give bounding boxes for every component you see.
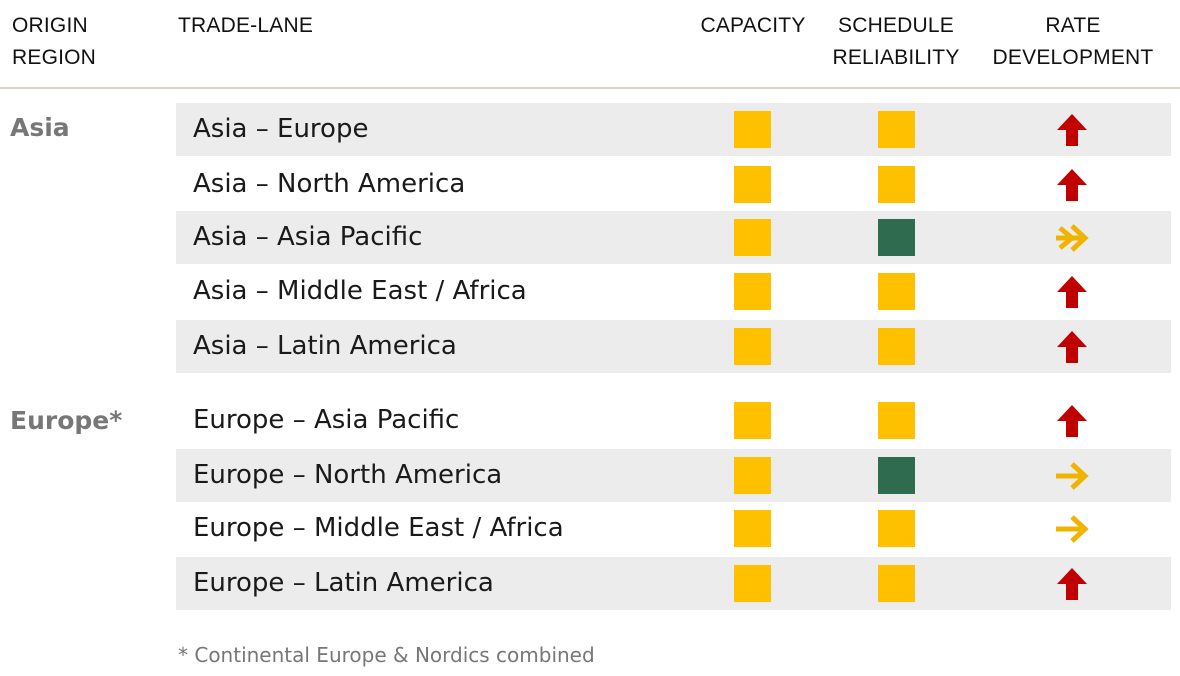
table-row: Europe – Middle East / Africa xyxy=(176,502,1171,555)
region-label-europe: Europe* xyxy=(10,406,123,435)
table-row: Europe – Asia Pacific xyxy=(176,394,1171,447)
schedule-reliability-status-indicator xyxy=(878,111,915,148)
schedule-reliability-status-indicator xyxy=(878,328,915,365)
trade-lane-name: Asia – Europe xyxy=(193,114,369,144)
capacity-status-indicator xyxy=(734,457,771,494)
trade-lane-name: Europe – Latin America xyxy=(193,568,494,598)
capacity-status-indicator xyxy=(734,565,771,602)
header-trade-lane: TRADE-LANE xyxy=(178,10,313,42)
up-red-arrow-icon xyxy=(1057,405,1087,437)
trade-lane-name: Europe – Asia Pacific xyxy=(193,405,460,435)
schedule-reliability-status-indicator xyxy=(878,219,915,256)
capacity-status-indicator xyxy=(734,510,771,547)
right-amber-arrow-icon xyxy=(1056,224,1089,252)
up-red-arrow-icon xyxy=(1057,169,1087,201)
header-trade-lane-text: TRADE-LANE xyxy=(178,14,314,37)
capacity-status-indicator xyxy=(734,166,771,203)
capacity-status-indicator xyxy=(734,273,771,310)
table-row: Asia – Asia Pacific xyxy=(176,211,1171,264)
schedule-reliability-status-indicator xyxy=(878,510,915,547)
trade-lane-name: Asia – Latin America xyxy=(193,331,457,361)
header-rate-development: RATE DEVELOPMENT xyxy=(978,10,1168,74)
trade-lane-name: Europe – North America xyxy=(193,460,503,490)
header-schedule-reliability-line-2: RELIABILITY xyxy=(832,46,960,69)
header-rate-development-line-1: RATE xyxy=(1045,14,1101,37)
schedule-reliability-status-indicator xyxy=(878,457,915,494)
table-row: Europe – Latin America xyxy=(176,557,1171,610)
capacity-status-indicator xyxy=(734,111,771,148)
table-row: Asia – Europe xyxy=(176,103,1171,156)
header-capacity-text: CAPACITY xyxy=(700,14,806,37)
capacity-status-indicator xyxy=(734,402,771,439)
header-origin-region: ORIGIN REGION xyxy=(12,10,96,74)
table-row: Europe – North America xyxy=(176,449,1171,502)
schedule-reliability-status-indicator xyxy=(878,565,915,602)
trade-lane-name: Asia – Asia Pacific xyxy=(193,222,423,252)
schedule-reliability-status-indicator xyxy=(878,273,915,310)
header-divider xyxy=(0,87,1180,89)
region-label-asia: Asia xyxy=(10,113,70,142)
table-row: Asia – North America xyxy=(176,158,1171,211)
up-red-arrow-icon xyxy=(1057,568,1087,600)
header-origin-region-line-1: ORIGIN xyxy=(12,14,88,37)
trade-lane-name: Asia – North America xyxy=(193,169,466,199)
header-capacity: CAPACITY xyxy=(692,10,814,42)
trade-lane-name: Europe – Middle East / Africa xyxy=(193,513,564,543)
schedule-reliability-status-indicator xyxy=(878,166,915,203)
up-red-arrow-icon xyxy=(1057,331,1087,363)
right-amber-arrow-icon xyxy=(1056,462,1089,490)
header-schedule-reliability: SCHEDULE RELIABILITY xyxy=(822,10,970,74)
capacity-status-indicator xyxy=(734,219,771,256)
schedule-reliability-status-indicator xyxy=(878,402,915,439)
trade-lane-name: Asia – Middle East / Africa xyxy=(193,276,527,306)
table-row: Asia – Middle East / Africa xyxy=(176,265,1171,318)
up-red-arrow-icon xyxy=(1057,114,1087,146)
header-origin-region-line-2: REGION xyxy=(12,46,97,69)
capacity-status-indicator xyxy=(734,328,771,365)
header-rate-development-line-2: DEVELOPMENT xyxy=(992,46,1154,69)
right-amber-arrow-icon xyxy=(1056,515,1089,543)
footnote: * Continental Europe & Nordics combined xyxy=(178,643,595,667)
table-row: Asia – Latin America xyxy=(176,320,1171,373)
header-schedule-reliability-line-1: SCHEDULE xyxy=(838,14,954,37)
up-red-arrow-icon xyxy=(1057,276,1087,308)
